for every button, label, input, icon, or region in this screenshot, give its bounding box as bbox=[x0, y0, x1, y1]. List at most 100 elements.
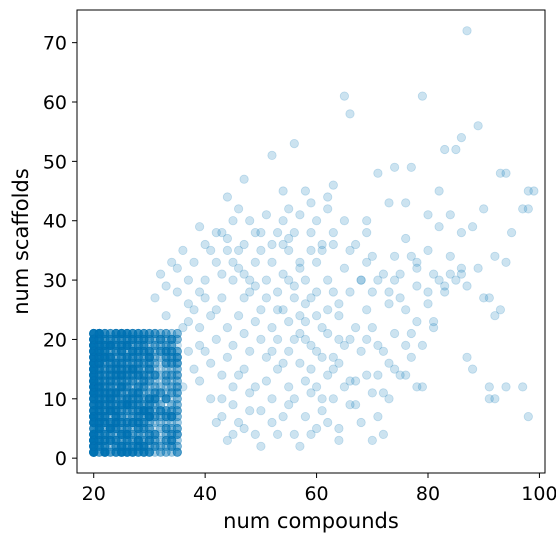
data-point bbox=[122, 400, 132, 410]
data-point bbox=[156, 411, 166, 422]
data-point bbox=[89, 429, 99, 439]
data-point bbox=[367, 322, 377, 333]
data-point bbox=[89, 441, 99, 451]
data-point bbox=[228, 216, 238, 226]
data-point bbox=[161, 358, 171, 368]
data-point bbox=[133, 394, 143, 404]
x-tick-label: 40 bbox=[193, 483, 217, 505]
data-point bbox=[172, 400, 182, 410]
data-point bbox=[128, 352, 138, 362]
data-point bbox=[105, 358, 116, 368]
data-point bbox=[144, 358, 154, 368]
data-point bbox=[100, 435, 110, 445]
data-point bbox=[133, 400, 143, 410]
y-tick-label: 60 bbox=[43, 92, 67, 114]
data-point bbox=[128, 358, 138, 368]
data-point bbox=[161, 334, 171, 344]
data-point bbox=[89, 382, 99, 392]
data-point bbox=[139, 376, 149, 386]
data-point bbox=[144, 411, 154, 422]
data-point bbox=[523, 411, 533, 422]
data-point bbox=[89, 447, 99, 457]
data-point bbox=[89, 382, 99, 392]
data-point bbox=[128, 364, 138, 374]
data-point bbox=[105, 334, 116, 344]
data-point bbox=[311, 257, 322, 267]
data-point bbox=[94, 394, 104, 404]
data-point bbox=[89, 382, 99, 392]
data-point bbox=[128, 447, 138, 457]
data-point bbox=[133, 388, 143, 398]
data-point bbox=[395, 269, 405, 279]
data-point bbox=[133, 370, 143, 380]
data-point bbox=[367, 435, 377, 445]
data-point bbox=[467, 364, 478, 374]
data-point bbox=[456, 228, 466, 238]
x-tick-label: 20 bbox=[82, 483, 106, 505]
data-point bbox=[133, 346, 143, 356]
data-point bbox=[328, 180, 338, 190]
data-point bbox=[100, 400, 110, 410]
data-point bbox=[100, 441, 110, 451]
data-point bbox=[456, 263, 466, 273]
data-point bbox=[111, 394, 121, 404]
data-point bbox=[105, 406, 116, 416]
data-point bbox=[167, 411, 177, 422]
data-point bbox=[161, 352, 171, 362]
data-point bbox=[100, 411, 110, 422]
data-point bbox=[94, 435, 104, 445]
data-point bbox=[139, 346, 149, 356]
data-point bbox=[267, 257, 277, 267]
data-point bbox=[89, 370, 99, 380]
data-point bbox=[451, 144, 461, 155]
data-point bbox=[111, 358, 121, 368]
data-point bbox=[100, 376, 110, 386]
data-point bbox=[117, 340, 127, 350]
data-point bbox=[133, 400, 143, 410]
data-point bbox=[105, 423, 116, 434]
data-point bbox=[122, 435, 132, 445]
data-point bbox=[89, 346, 99, 356]
y-tick-label: 70 bbox=[43, 33, 67, 55]
data-point bbox=[139, 441, 149, 451]
data-point bbox=[105, 394, 116, 404]
data-point bbox=[128, 358, 138, 368]
data-point bbox=[94, 328, 104, 339]
data-point bbox=[150, 400, 160, 410]
data-point bbox=[133, 340, 143, 350]
data-point bbox=[417, 340, 427, 350]
data-point bbox=[417, 382, 427, 392]
data-point bbox=[139, 417, 149, 428]
data-point bbox=[89, 394, 99, 404]
data-point bbox=[94, 400, 104, 410]
data-point bbox=[89, 358, 99, 368]
data-point bbox=[284, 316, 294, 327]
data-point bbox=[111, 388, 121, 398]
data-point bbox=[105, 340, 116, 350]
data-point bbox=[289, 228, 299, 238]
data-point bbox=[111, 388, 121, 398]
data-point bbox=[122, 340, 132, 350]
data-point bbox=[94, 358, 104, 368]
data-point bbox=[117, 447, 127, 457]
data-point bbox=[111, 358, 121, 368]
data-point bbox=[423, 245, 433, 255]
data-point bbox=[161, 328, 171, 339]
data-point bbox=[161, 311, 171, 321]
data-point bbox=[217, 269, 227, 279]
data-point bbox=[89, 382, 99, 392]
data-point bbox=[105, 370, 116, 380]
data-point bbox=[89, 382, 99, 392]
data-point bbox=[133, 346, 143, 356]
data-point bbox=[89, 411, 99, 422]
data-point bbox=[406, 352, 416, 362]
data-point bbox=[94, 382, 104, 392]
data-point bbox=[117, 441, 127, 451]
data-point bbox=[122, 441, 132, 451]
data-point bbox=[345, 109, 355, 119]
data-point bbox=[117, 364, 127, 374]
data-point bbox=[122, 441, 132, 451]
data-point bbox=[350, 239, 361, 250]
data-point bbox=[122, 447, 132, 457]
